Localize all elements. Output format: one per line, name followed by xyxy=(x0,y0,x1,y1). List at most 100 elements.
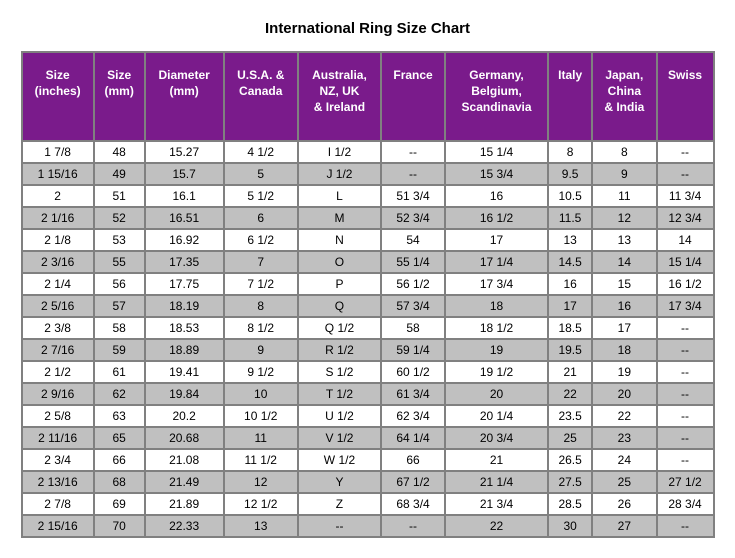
table-cell: Z xyxy=(298,493,381,515)
table-cell: 68 xyxy=(94,471,145,493)
table-cell: 26 xyxy=(592,493,657,515)
table-cell: -- xyxy=(657,163,714,185)
table-row: 2 7/165918.899R 1/259 1/41919.518-- xyxy=(22,339,714,361)
column-header-8: Japan,China& India xyxy=(592,52,657,141)
column-header-5: France xyxy=(381,52,445,141)
table-cell: 10 xyxy=(224,383,298,405)
table-cell: 21 xyxy=(548,361,592,383)
table-cell: 2 1/2 xyxy=(22,361,94,383)
table-cell: 28 3/4 xyxy=(657,493,714,515)
table-row: 2 7/86921.8912 1/2Z68 3/421 3/428.52628 … xyxy=(22,493,714,515)
table-row: 1 15/164915.75J 1/2--15 3/49.59-- xyxy=(22,163,714,185)
table-cell: -- xyxy=(657,449,714,471)
table-cell: 20.2 xyxy=(145,405,224,427)
table-cell: 68 3/4 xyxy=(381,493,445,515)
table-cell: T 1/2 xyxy=(298,383,381,405)
table-cell: 11.5 xyxy=(548,207,592,229)
table-cell: L xyxy=(298,185,381,207)
table-row: 2 1/26119.419 1/2S 1/260 1/219 1/22119-- xyxy=(22,361,714,383)
table-cell: P xyxy=(298,273,381,295)
table-cell: Q 1/2 xyxy=(298,317,381,339)
table-cell: 15 3/4 xyxy=(445,163,548,185)
table-row: 2 5/165718.198Q57 3/418171617 3/4 xyxy=(22,295,714,317)
table-cell: 16 xyxy=(445,185,548,207)
table-cell: 4 1/2 xyxy=(224,141,298,163)
table-cell: 11 1/2 xyxy=(224,449,298,471)
table-cell: 7 xyxy=(224,251,298,273)
table-cell: 2 3/4 xyxy=(22,449,94,471)
table-cell: N xyxy=(298,229,381,251)
table-cell: 14.5 xyxy=(548,251,592,273)
table-cell: 19.5 xyxy=(548,339,592,361)
table-cell: 27.5 xyxy=(548,471,592,493)
table-cell: 21.89 xyxy=(145,493,224,515)
column-header-2: Diameter(mm) xyxy=(145,52,224,141)
table-cell: 2 1/4 xyxy=(22,273,94,295)
table-cell: 13 xyxy=(224,515,298,537)
table-cell: 2 7/8 xyxy=(22,493,94,515)
table-cell: Y xyxy=(298,471,381,493)
table-cell: 2 5/16 xyxy=(22,295,94,317)
table-cell: 12 xyxy=(592,207,657,229)
table-cell: 18 xyxy=(445,295,548,317)
table-cell: 52 xyxy=(94,207,145,229)
table-cell: 24 xyxy=(592,449,657,471)
table-row: 1 7/84815.274 1/2I 1/2--15 1/488-- xyxy=(22,141,714,163)
table-cell: 18.19 xyxy=(145,295,224,317)
table-cell: 9 1/2 xyxy=(224,361,298,383)
table-cell: 66 xyxy=(94,449,145,471)
table-cell: 5 xyxy=(224,163,298,185)
table-cell: 27 xyxy=(592,515,657,537)
table-cell: 61 3/4 xyxy=(381,383,445,405)
table-cell: 20 xyxy=(592,383,657,405)
table-cell: 15.27 xyxy=(145,141,224,163)
table-cell: 57 xyxy=(94,295,145,317)
table-cell: 12 1/2 xyxy=(224,493,298,515)
table-cell: -- xyxy=(657,515,714,537)
table-cell: 11 3/4 xyxy=(657,185,714,207)
table-cell: 1 15/16 xyxy=(22,163,94,185)
table-cell: R 1/2 xyxy=(298,339,381,361)
table-cell: 22 xyxy=(445,515,548,537)
table-cell: 16.1 xyxy=(145,185,224,207)
table-cell: 17 1/4 xyxy=(445,251,548,273)
table-cell: 15.7 xyxy=(145,163,224,185)
table-cell: 16 1/2 xyxy=(657,273,714,295)
table-cell: 21 xyxy=(445,449,548,471)
table-cell: 6 xyxy=(224,207,298,229)
table-cell: 12 3/4 xyxy=(657,207,714,229)
table-cell: 30 xyxy=(548,515,592,537)
table-cell: J 1/2 xyxy=(298,163,381,185)
table-cell: 67 1/2 xyxy=(381,471,445,493)
table-cell: 55 1/4 xyxy=(381,251,445,273)
table-cell: O xyxy=(298,251,381,273)
table-cell: 57 3/4 xyxy=(381,295,445,317)
table-cell: 16.51 xyxy=(145,207,224,229)
table-cell: 17 xyxy=(592,317,657,339)
table-cell: 64 1/4 xyxy=(381,427,445,449)
table-cell: -- xyxy=(657,361,714,383)
table-cell: 66 xyxy=(381,449,445,471)
table-header-row: Size(inches)Size(mm)Diameter(mm)U.S.A. &… xyxy=(22,52,714,141)
table-cell: 23.5 xyxy=(548,405,592,427)
table-row: 2 3/46621.0811 1/2W 1/2662126.524-- xyxy=(22,449,714,471)
table-cell: 9.5 xyxy=(548,163,592,185)
table-cell: 9 xyxy=(592,163,657,185)
ring-size-table: Size(inches)Size(mm)Diameter(mm)U.S.A. &… xyxy=(21,51,715,538)
table-row: 2 15/167022.3313----223027-- xyxy=(22,515,714,537)
table-cell: 2 xyxy=(22,185,94,207)
table-cell: 17 3/4 xyxy=(445,273,548,295)
table-cell: 28.5 xyxy=(548,493,592,515)
table-row: 2 1/165216.516M52 3/416 1/211.51212 3/4 xyxy=(22,207,714,229)
table-cell: 8 xyxy=(224,295,298,317)
table-cell: V 1/2 xyxy=(298,427,381,449)
table-row: 25116.15 1/2L51 3/41610.51111 3/4 xyxy=(22,185,714,207)
table-cell: 53 xyxy=(94,229,145,251)
table-cell: 15 1/4 xyxy=(445,141,548,163)
table-cell: 56 xyxy=(94,273,145,295)
table-cell: I 1/2 xyxy=(298,141,381,163)
table-cell: -- xyxy=(657,383,714,405)
table-cell: 2 15/16 xyxy=(22,515,94,537)
column-header-7: Italy xyxy=(548,52,592,141)
table-cell: 19 xyxy=(445,339,548,361)
